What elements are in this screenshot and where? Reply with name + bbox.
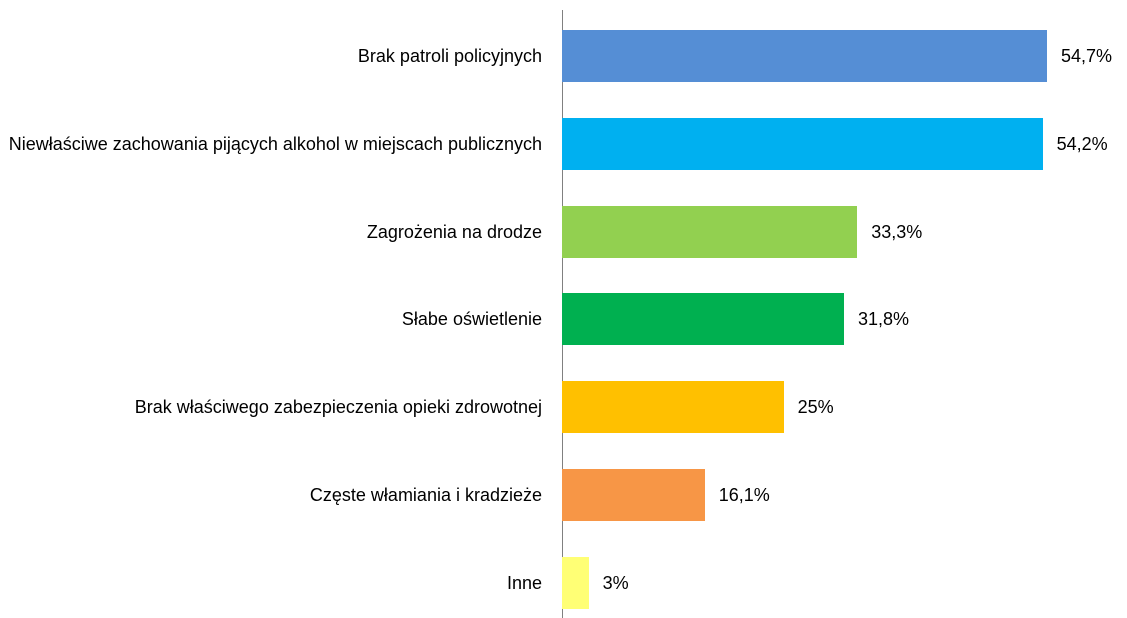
bar: [562, 29, 1047, 82]
category-label: Zagrożenia na drodze: [4, 202, 542, 262]
category-text: Brak patroli policyjnych: [357, 45, 542, 66]
category-text: Inne: [506, 572, 542, 593]
value-label: 31,8%: [857, 309, 909, 330]
category-label: Brak właściwego zabezpieczenia opieki zd…: [4, 377, 542, 437]
category-label: Inne: [4, 553, 542, 613]
bar: [562, 556, 589, 609]
category-label: Brak patroli policyjnych: [4, 26, 542, 86]
bar: [562, 468, 705, 521]
value-label: 25%: [797, 397, 834, 418]
category-text: Niewłaściwe zachowania pijących alkohol …: [8, 133, 542, 154]
category-label: Częste włamiania i kradzieże: [4, 465, 542, 525]
category-text: Brak właściwego zabezpieczenia opieki zd…: [134, 397, 542, 418]
value-label: 54,7%: [1061, 45, 1113, 66]
value-label: 16,1%: [718, 484, 770, 505]
value-label: 54,2%: [1056, 133, 1108, 154]
bar: [562, 293, 844, 346]
bar: [562, 117, 1043, 170]
value-label: 3%: [602, 572, 629, 593]
category-label: Niewłaściwe zachowania pijących alkohol …: [4, 114, 542, 174]
value-label: 33,3%: [871, 221, 923, 242]
category-text: Słabe oświetlenie: [401, 309, 542, 330]
category-text: Zagrożenia na drodze: [366, 221, 542, 242]
bar: [562, 205, 858, 258]
category-label: Słabe oświetlenie: [4, 289, 542, 349]
bar: [562, 381, 784, 434]
category-text: Częste włamiania i kradzieże: [309, 484, 542, 505]
